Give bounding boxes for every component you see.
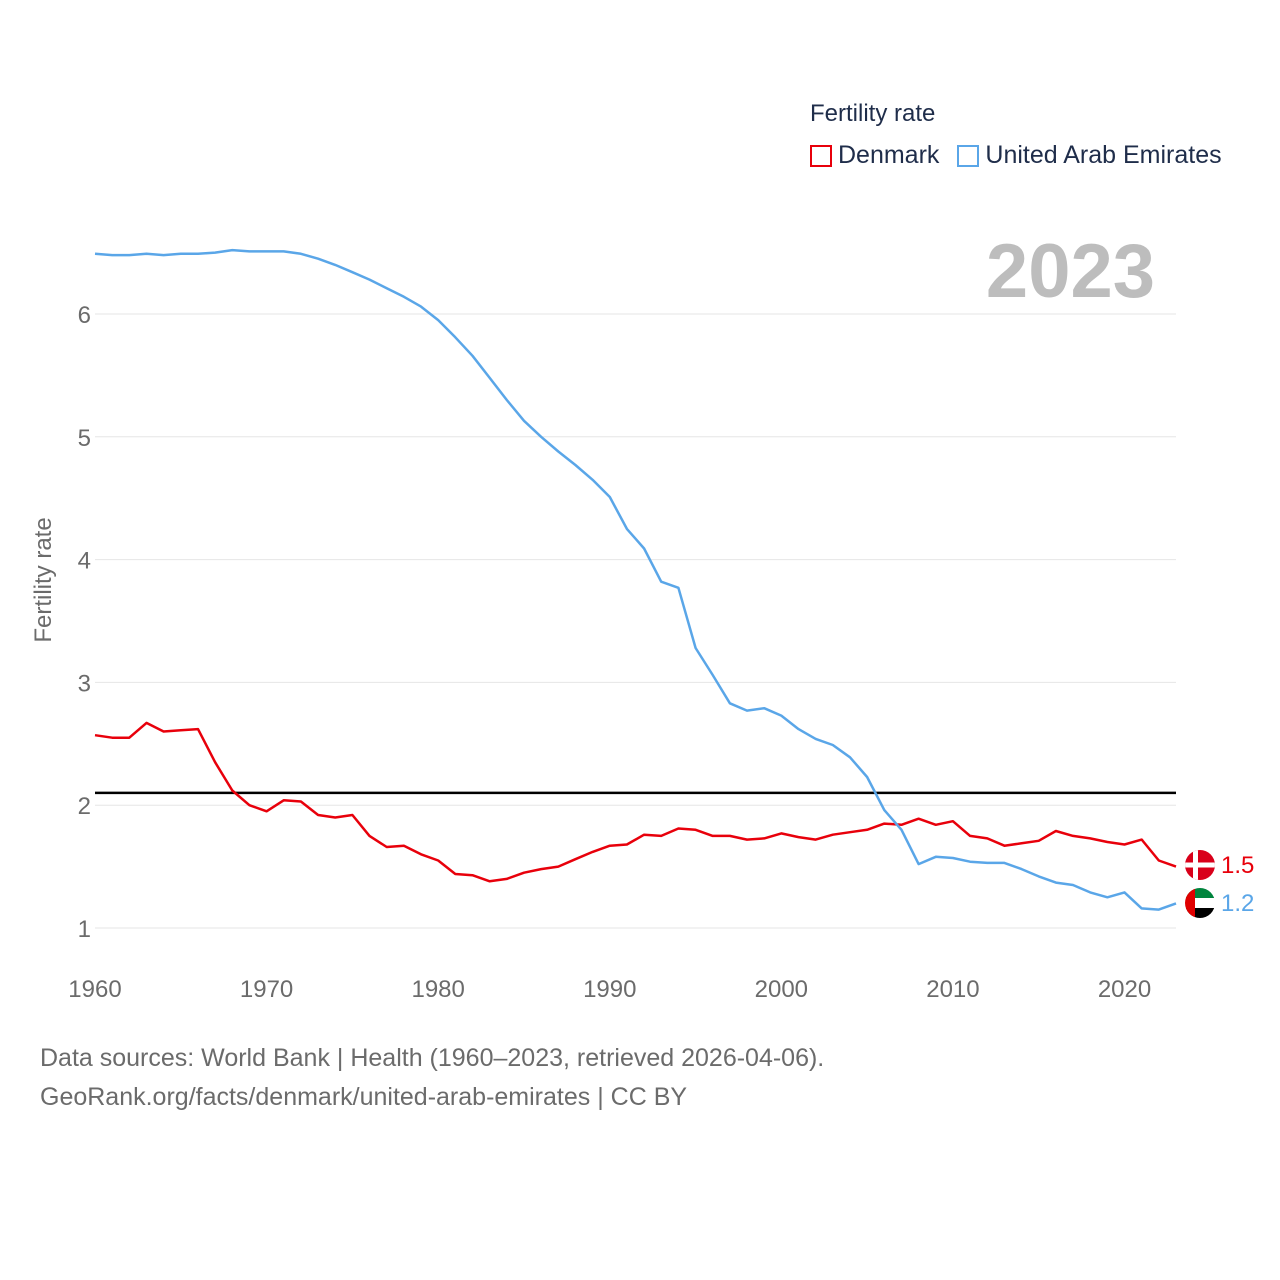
y-tick-label-2: 2 xyxy=(78,793,91,820)
legend-swatch-uae xyxy=(957,144,980,167)
y-axis-label: Fertility rate xyxy=(30,517,57,642)
y-tick-label-6: 6 xyxy=(78,302,91,329)
legend: Denmark United Arab Emirates xyxy=(810,141,1222,170)
end-value-label-denmark: 1.5 xyxy=(1221,852,1254,879)
legend-item-denmark[interactable]: Denmark xyxy=(810,141,939,170)
uae-flag-white xyxy=(1185,898,1215,908)
denmark-flag-icon xyxy=(1185,850,1215,880)
uae-flag-red xyxy=(1185,888,1195,918)
uae-flag-green xyxy=(1185,888,1215,898)
legend-swatch-denmark xyxy=(810,144,832,167)
legend-label-denmark: Denmark xyxy=(838,141,940,169)
source-line: Data sources: World Bank | Health (1960–… xyxy=(40,1044,825,1072)
x-tick-label-2010: 2010 xyxy=(926,976,979,1003)
uae-flag-black xyxy=(1185,908,1215,918)
source-url: GeoRank.org/facts/denmark/united-arab-em… xyxy=(40,1083,688,1111)
x-tick-label-1960: 1960 xyxy=(68,976,121,1003)
x-tick-label-2000: 2000 xyxy=(755,976,808,1003)
series-line-denmark xyxy=(94,721,1177,883)
y-tick-label-1: 1 xyxy=(78,916,91,943)
series-line-uae xyxy=(94,248,1177,911)
current-year-label: 2023 xyxy=(985,229,1155,314)
legend-item-uae[interactable]: United Arab Emirates xyxy=(957,141,1222,170)
uae-flag-icon xyxy=(1185,888,1215,918)
y-tick-label-4: 4 xyxy=(78,548,91,575)
y-tick-label-3: 3 xyxy=(78,670,91,697)
x-tick-label-1990: 1990 xyxy=(583,976,636,1003)
end-value-label-uae: 1.2 xyxy=(1221,890,1254,917)
x-tick-label-2020: 2020 xyxy=(1098,976,1151,1003)
legend-label-uae: United Arab Emirates xyxy=(985,141,1222,169)
x-tick-label-1970: 1970 xyxy=(240,976,293,1003)
y-tick-label-5: 5 xyxy=(78,425,91,452)
x-tick-label-1980: 1980 xyxy=(411,976,464,1003)
legend-title: Fertility rate xyxy=(810,100,936,127)
denmark-flag-cross-h xyxy=(1185,862,1215,868)
